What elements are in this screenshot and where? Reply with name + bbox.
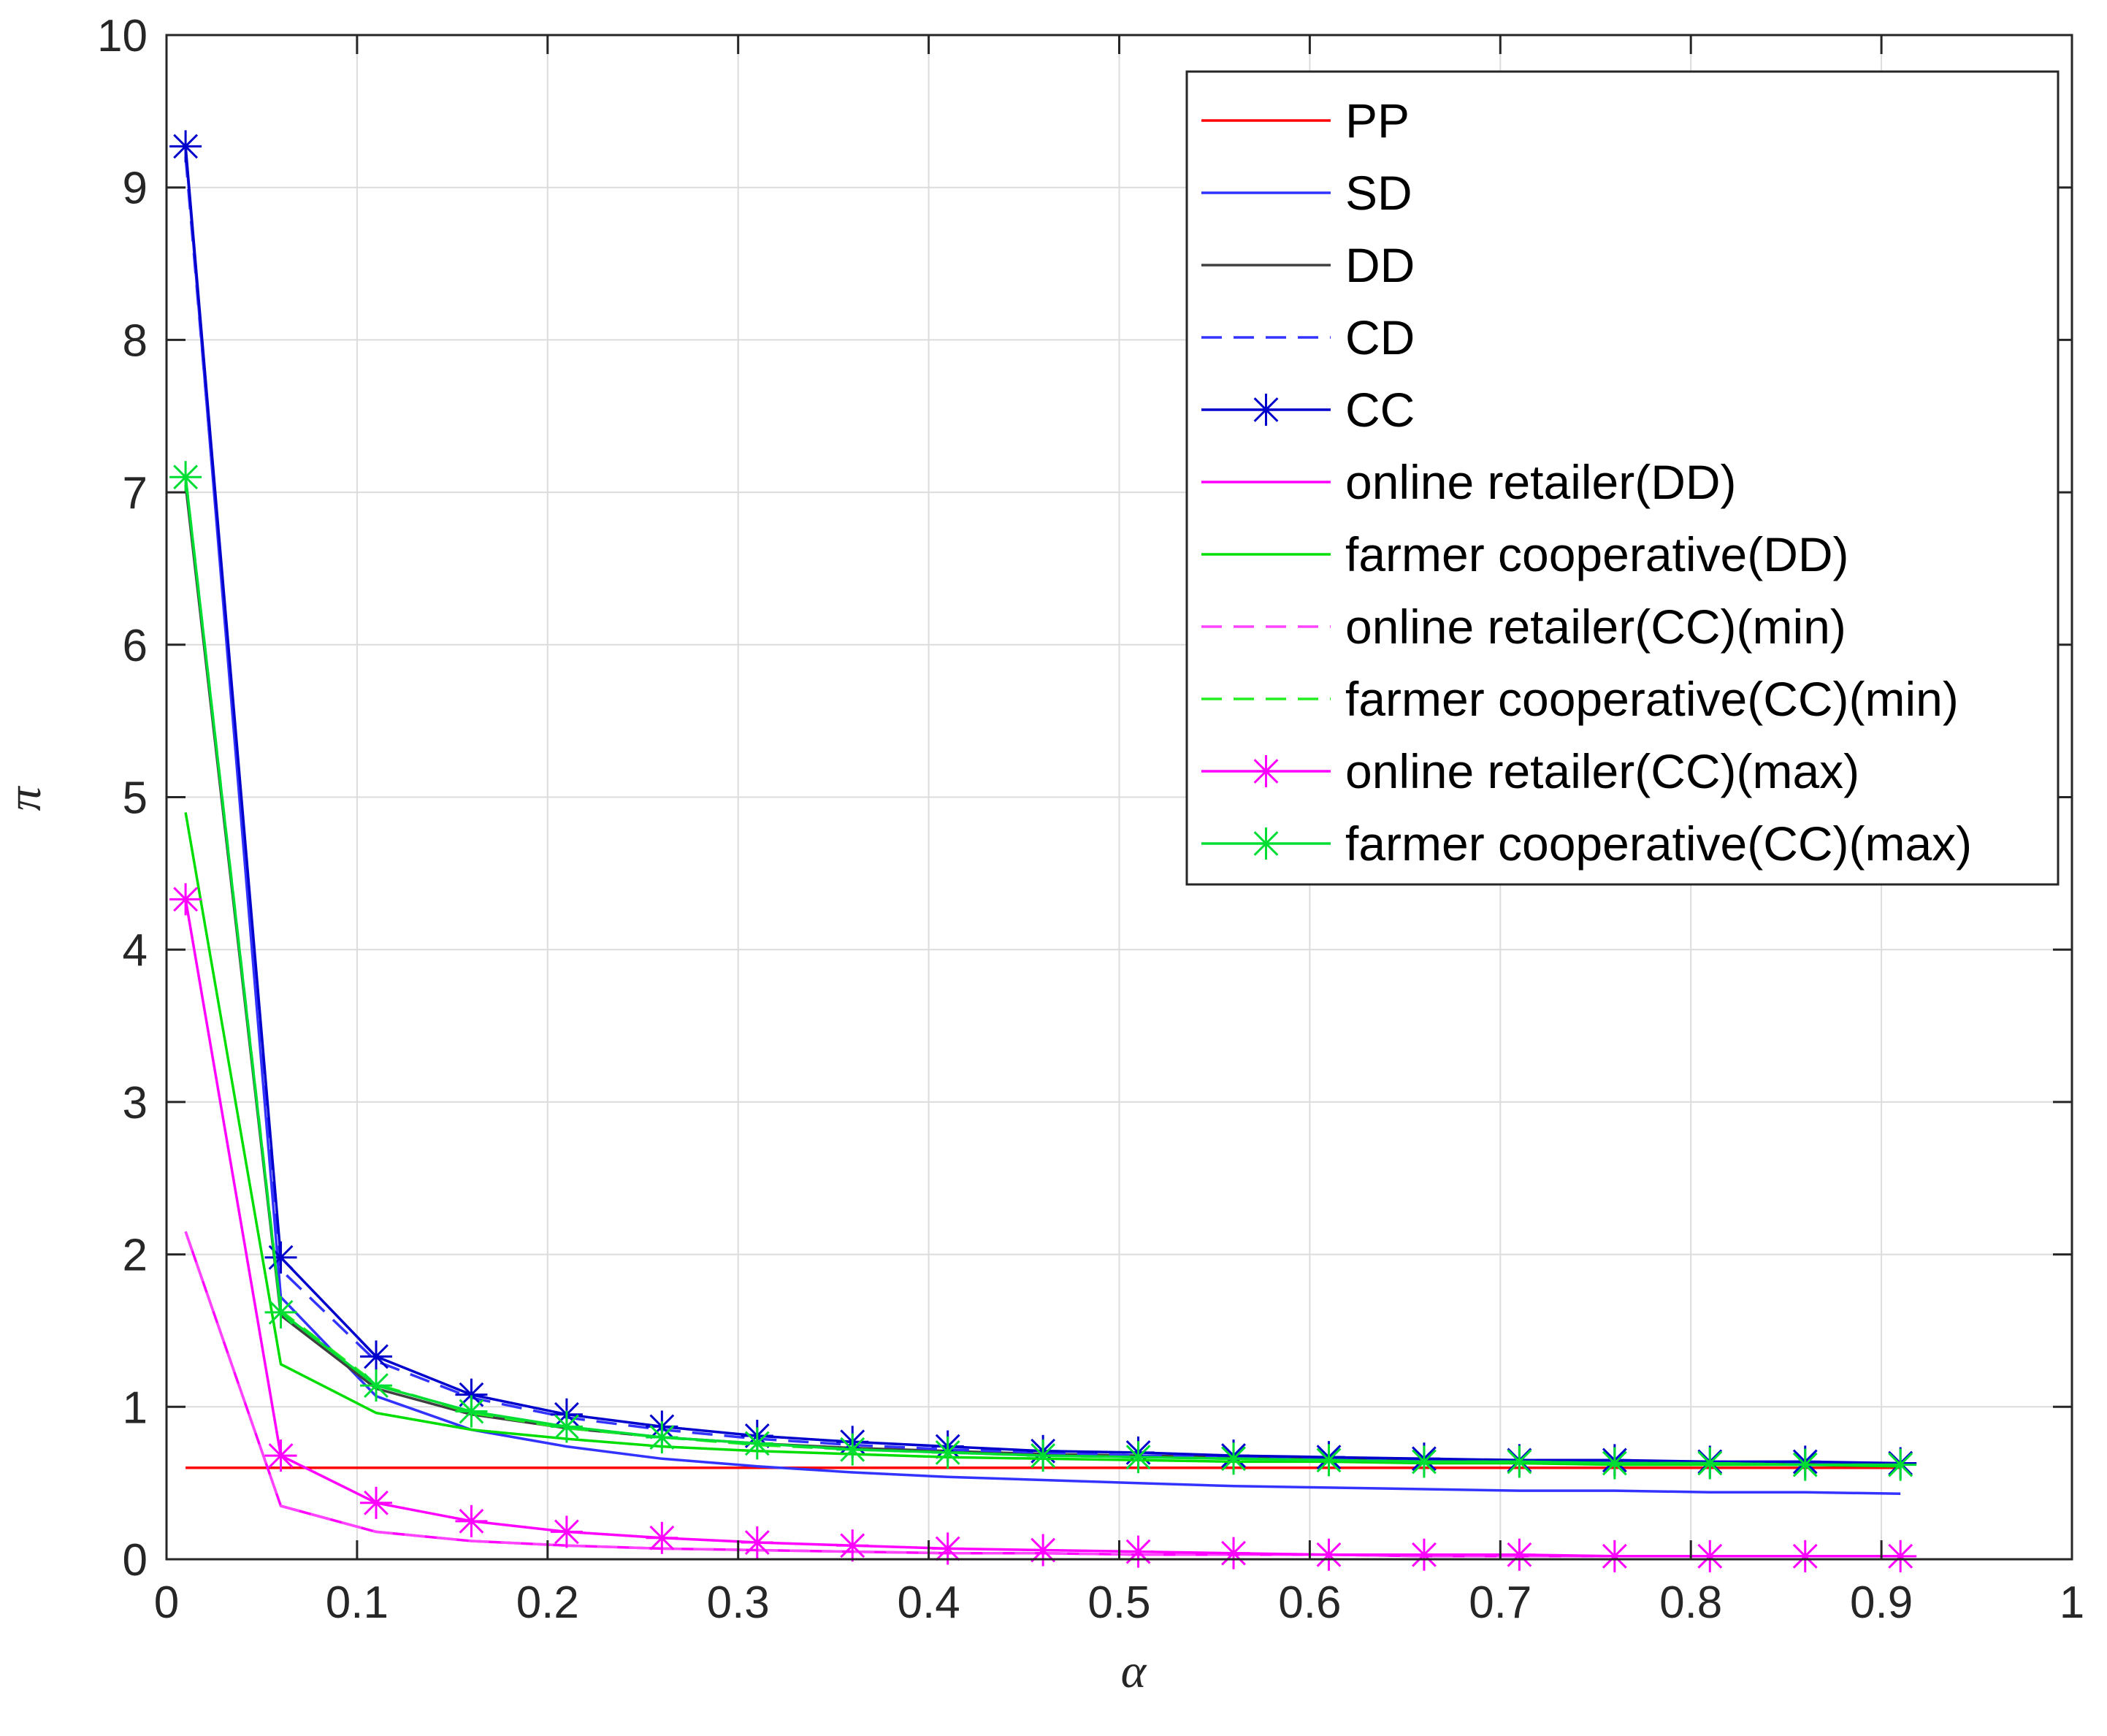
data-point-online-retailer-cc-max — [1217, 1537, 1250, 1569]
data-point-online-retailer-cc-max — [1503, 1538, 1536, 1571]
data-point-online-retailer-cc-max — [1789, 1540, 1821, 1572]
legend-label-cd: CD — [1345, 310, 1415, 364]
x-tick-label: 0.3 — [707, 1578, 770, 1628]
data-point-farmer-cooperative-cc-max — [1694, 1447, 1726, 1480]
legend-label-farmer-cooperative-cc-min: farmer cooperative(CC)(min) — [1345, 672, 1959, 726]
legend-label-online-retailer-cc-min: online retailer(CC)(min) — [1345, 600, 1846, 654]
series-online-retailer-cc-min — [184, 1231, 1901, 1558]
data-point-farmer-cooperative-cc-max — [359, 1369, 392, 1402]
data-point-online-retailer-cc-max — [646, 1521, 678, 1554]
data-point-farmer-cooperative-cc-max — [1884, 1448, 1917, 1481]
x-tick-label: 0.9 — [1850, 1578, 1913, 1628]
data-point-online-retailer-cc-max — [359, 1486, 392, 1519]
y-tick-label: 2 — [123, 1231, 148, 1281]
x-tick-label: 1 — [2060, 1578, 2084, 1628]
data-point-online-retailer-cc-max — [169, 883, 202, 916]
x-tick-label: 0.6 — [1278, 1578, 1341, 1628]
x-tick-label: 0.7 — [1469, 1578, 1532, 1628]
legend-label-farmer-cooperative-cc-max: farmer cooperative(CC)(max) — [1345, 817, 1972, 871]
data-point-online-retailer-cc-max — [264, 1439, 297, 1472]
legend-label-online-retailer-cc-max: online retailer(CC)(max) — [1345, 744, 1859, 798]
data-point-farmer-cooperative-cc-max — [1503, 1445, 1536, 1478]
data-point-farmer-cooperative-cc-max — [1027, 1439, 1060, 1472]
y-tick-label: 7 — [123, 468, 148, 519]
legend-marker-online-retailer-cc-max — [1250, 755, 1282, 787]
ticks — [165, 34, 2073, 1561]
series-online-retailer-cc-max — [169, 883, 1917, 1572]
data-point-cc — [264, 1241, 297, 1274]
data-point-online-retailer-cc-max — [741, 1526, 773, 1559]
legend-box — [1185, 70, 2060, 886]
legend-marker-farmer-cooperative-cc-max — [1250, 827, 1282, 860]
y-tick-label: 9 — [123, 164, 148, 214]
series-layer — [169, 130, 1917, 1572]
data-point-farmer-cooperative-cc-max — [169, 461, 202, 494]
series-line-online-retailer-cc-min — [184, 1231, 1901, 1558]
data-point-farmer-cooperative-cc-max — [931, 1436, 964, 1469]
data-point-farmer-cooperative-cc-max — [1217, 1442, 1250, 1475]
data-point-online-retailer-cc-max — [1694, 1540, 1726, 1572]
y-tick-label: 3 — [123, 1078, 148, 1128]
data-point-online-retailer-cc-max — [455, 1504, 488, 1537]
data-point-farmer-cooperative-cc-max — [646, 1421, 678, 1454]
legend-label-farmer-cooperative-dd: farmer cooperative(DD) — [1345, 527, 1849, 581]
tick-labels: 0 0.1 0.2 0.3 0.4 0.5 0.6 0.7 0.8 0.9 101234567891… — [97, 11, 2084, 1628]
y-tick-label: 0 — [123, 1535, 148, 1586]
y-tick-label: 8 — [123, 316, 148, 366]
y-tick-label: 4 — [123, 925, 148, 976]
x-tick-label: 0.8 — [1659, 1578, 1722, 1628]
x-tick-label: 0.4 — [897, 1578, 960, 1628]
y-axis-title: π — [0, 786, 51, 811]
data-point-farmer-cooperative-cc-max — [741, 1427, 773, 1460]
data-point-farmer-cooperative-cc-max — [264, 1296, 297, 1328]
legend-label-online-retailer-dd: online retailer(DD) — [1345, 455, 1737, 509]
y-tick-label: 10 — [97, 11, 148, 61]
y-tick-label: 1 — [123, 1383, 148, 1433]
data-point-online-retailer-cc-max — [1027, 1534, 1060, 1567]
x-tick-label: 0.1 — [326, 1578, 389, 1628]
legend-label-cc: CC — [1345, 383, 1415, 437]
data-point-farmer-cooperative-cc-max — [1122, 1441, 1155, 1474]
x-axis-title: α — [1121, 1645, 1147, 1698]
x-tick-label: 0.2 — [516, 1578, 579, 1628]
legend-label-pp: PP — [1345, 93, 1410, 148]
series-farmer-cooperative-cc-max — [169, 461, 1917, 1481]
data-point-farmer-cooperative-cc-max — [550, 1410, 583, 1443]
data-point-online-retailer-cc-max — [550, 1515, 583, 1548]
x-tick-label: 0 — [154, 1578, 179, 1628]
data-point-cc — [169, 130, 202, 163]
data-point-online-retailer-cc-max — [1407, 1538, 1440, 1571]
data-point-farmer-cooperative-cc-max — [836, 1433, 869, 1466]
data-point-farmer-cooperative-cc-max — [1789, 1448, 1821, 1481]
x-tick-label: 0.5 — [1087, 1578, 1150, 1628]
legend-label-sd: SD — [1345, 166, 1412, 220]
data-point-online-retailer-cc-max — [1598, 1540, 1631, 1572]
data-point-cc — [359, 1340, 392, 1373]
legend-marker-cc — [1250, 394, 1282, 426]
data-point-farmer-cooperative-cc-max — [1312, 1444, 1345, 1477]
data-point-farmer-cooperative-cc-max — [455, 1395, 488, 1428]
data-point-farmer-cooperative-cc-max — [1598, 1447, 1631, 1480]
legend-label-dd: DD — [1345, 238, 1415, 292]
data-point-online-retailer-cc-max — [1312, 1538, 1345, 1571]
y-tick-label: 6 — [123, 621, 148, 671]
data-point-online-retailer-cc-max — [1122, 1535, 1155, 1568]
data-point-online-retailer-cc-max — [1884, 1540, 1917, 1572]
legend: PP SD DD CD CC online retailer(DD) farmer coop… — [1185, 70, 2060, 886]
y-tick-label: 5 — [123, 773, 148, 824]
data-point-online-retailer-cc-max — [836, 1529, 869, 1562]
data-point-farmer-cooperative-cc-max — [1407, 1445, 1440, 1478]
